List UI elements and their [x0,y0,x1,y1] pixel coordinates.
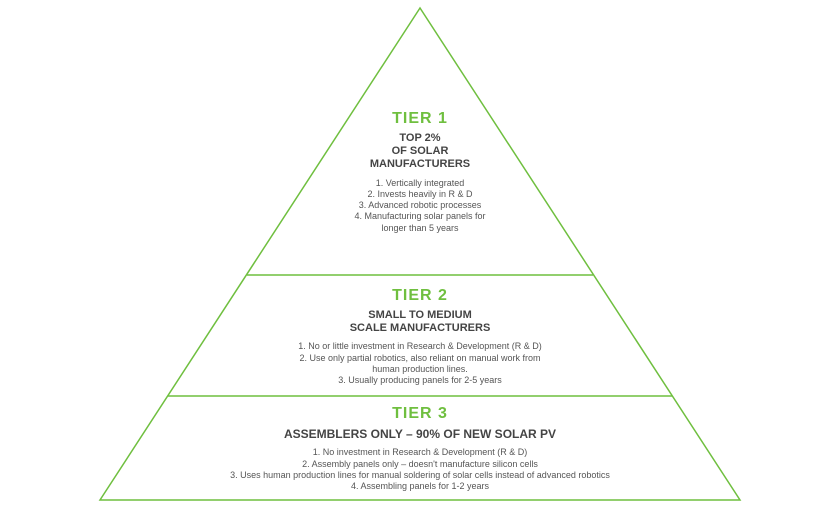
tier-1-item: 1. Vertically integrated [270,178,570,189]
tier-3-item: 4. Assembling panels for 1-2 years [130,481,710,492]
tier-1-title: TIER 1 [270,110,570,128]
tier-2-items: 1. No or little investment in Research &… [210,341,630,386]
tier-2-item: 1. No or little investment in Research &… [210,341,630,352]
tier-3-title: TIER 3 [130,405,710,423]
tier-3: TIER 3 ASSEMBLERS ONLY – 90% OF NEW SOLA… [130,405,710,492]
tier-1-item: 2. Invests heavily in R & D [270,189,570,200]
tier-2: TIER 2 SMALL TO MEDIUM SCALE MANUFACTURE… [210,287,630,386]
tier-3-subtitle-line: ASSEMBLERS ONLY – 90% OF NEW SOLAR PV [130,427,710,441]
tier-1-item: 3. Advanced robotic processes [270,200,570,211]
tier-3-item: 3. Uses human production lines for manua… [130,470,710,481]
pyramid-diagram: TIER 1 TOP 2% OF SOLAR MANUFACTURERS 1. … [80,0,760,524]
tier-1-subtitle-line: MANUFACTURERS [270,158,570,171]
tier-1-items: 1. Vertically integrated 2. Invests heav… [270,178,570,234]
tier-2-item: human production lines. [210,364,630,375]
tier-2-subtitle: SMALL TO MEDIUM SCALE MANUFACTURERS [210,309,630,335]
tier-3-item: 2. Assembly panels only – doesn't manufa… [130,459,710,470]
tier-3-subtitle: ASSEMBLERS ONLY – 90% OF NEW SOLAR PV [130,427,710,441]
tier-1-subtitle-line: OF SOLAR [270,145,570,158]
tier-3-items: 1. No investment in Research & Developme… [130,447,710,492]
tier-1-item: 4. Manufacturing solar panels for [270,211,570,222]
tier-1-subtitle: TOP 2% OF SOLAR MANUFACTURERS [270,132,570,172]
tier-2-item: 2. Use only partial robotics, also relia… [210,353,630,364]
tier-2-item: 3. Usually producing panels for 2-5 year… [210,375,630,386]
tier-1: TIER 1 TOP 2% OF SOLAR MANUFACTURERS 1. … [270,110,570,234]
tier-3-item: 1. No investment in Research & Developme… [130,447,710,458]
tier-1-item: longer than 5 years [270,223,570,234]
tier-2-title: TIER 2 [210,287,630,305]
tier-2-subtitle-line: SCALE MANUFACTURERS [210,322,630,335]
tier-1-subtitle-line: TOP 2% [270,132,570,145]
tier-2-subtitle-line: SMALL TO MEDIUM [210,309,630,322]
